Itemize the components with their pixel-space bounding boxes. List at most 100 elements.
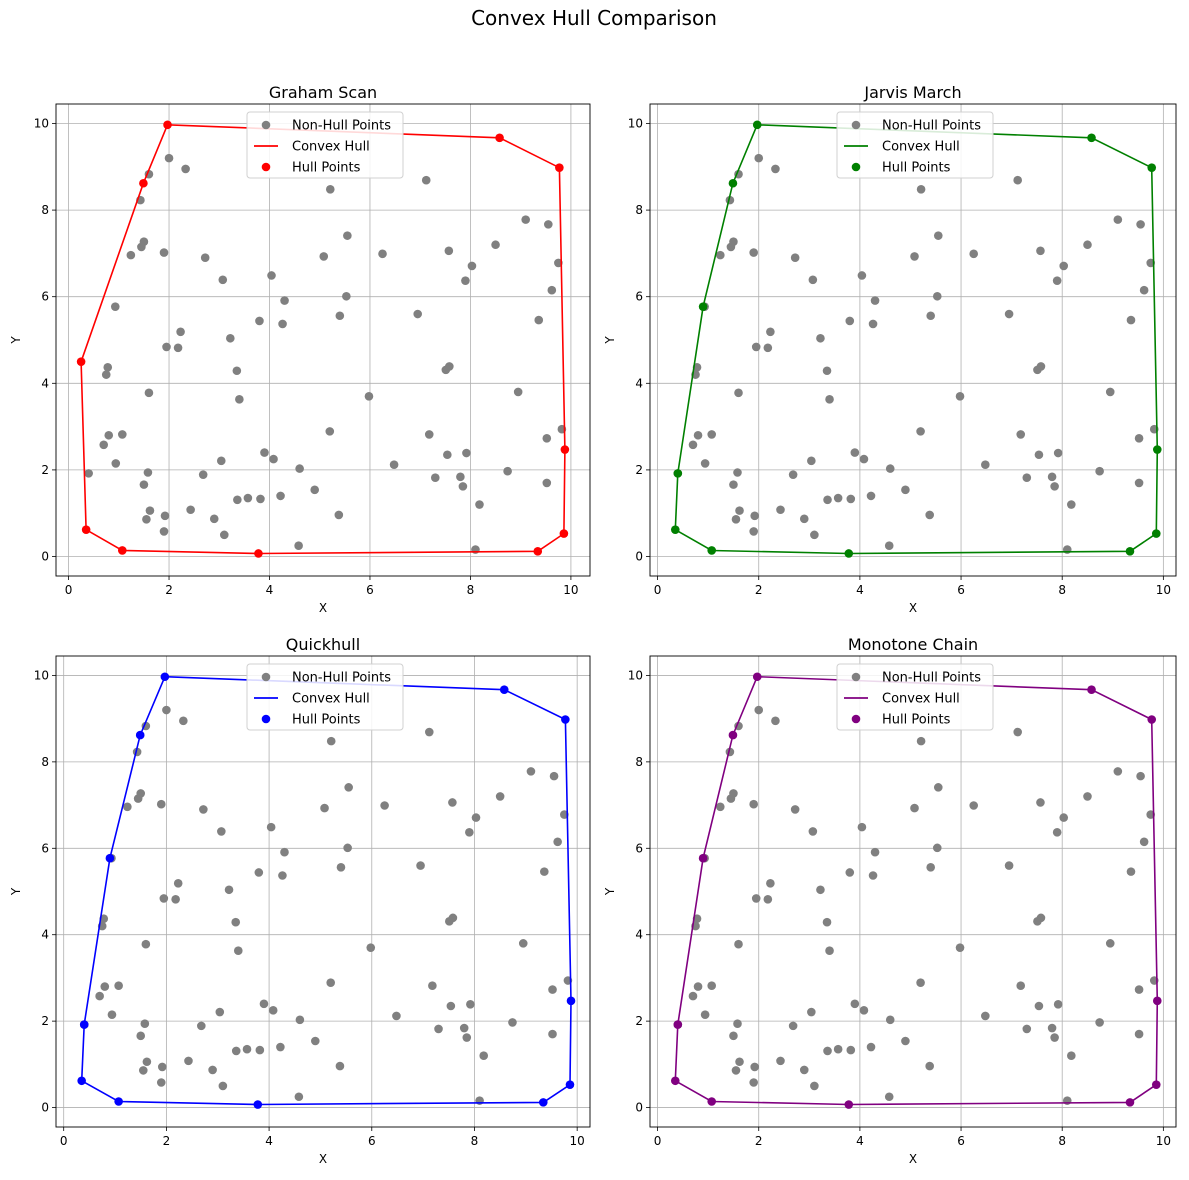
- non-hull-point: [1004, 309, 1014, 319]
- x-tick-label: 8: [471, 1134, 479, 1148]
- non-hull-point: [807, 1007, 816, 1017]
- non-hull-point: [969, 801, 978, 810]
- x-tick-label: 4: [266, 583, 274, 597]
- non-hull-point: [799, 1065, 809, 1075]
- x-axis-label: X: [319, 1152, 327, 1166]
- non-hull-point: [479, 1051, 489, 1061]
- y-tick-label: 4: [41, 928, 49, 942]
- non-hull-point: [466, 999, 475, 1009]
- non-hull-point: [733, 468, 742, 477]
- x-tick-label: 4: [856, 1134, 864, 1148]
- x-axis-label: X: [319, 601, 327, 615]
- non-hull-point: [910, 803, 919, 813]
- non-hull-point: [173, 343, 183, 353]
- non-hull-point: [833, 493, 843, 503]
- x-tick-label: 2: [165, 583, 173, 597]
- non-hull-point: [217, 827, 226, 836]
- non-hull-point: [295, 464, 304, 473]
- non-hull-point: [1052, 276, 1062, 285]
- non-hull-point: [771, 716, 780, 726]
- non-hull-point: [310, 1036, 320, 1046]
- axes-frame: [649, 103, 1177, 577]
- non-hull-point: [218, 275, 228, 285]
- hull-point: [559, 529, 569, 538]
- non-hull-point: [310, 485, 320, 495]
- non-hull-point: [700, 1010, 710, 1019]
- hull-point: [670, 525, 680, 534]
- hull-point: [105, 853, 115, 863]
- non-hull-point: [1033, 365, 1042, 375]
- non-hull-point: [688, 440, 698, 450]
- x-tick-label: 6: [957, 1134, 965, 1148]
- non-hull-point: [226, 333, 235, 343]
- hull-point: [673, 469, 683, 478]
- x-tick-label: 2: [163, 1134, 171, 1148]
- non-hull-point: [111, 459, 121, 468]
- non-hull-point: [534, 315, 544, 325]
- non-hull-point: [816, 885, 825, 895]
- non-hull-point: [807, 456, 816, 466]
- non-hull-point: [750, 511, 759, 521]
- non-hull-point: [462, 1033, 472, 1042]
- non-hull-point: [885, 464, 895, 473]
- non-hull-point: [521, 215, 530, 224]
- non-hull-point: [933, 231, 943, 240]
- subplot-4: 0 2 4 6 8 10 0 2 4 6 8 10 X Y Monotone Chain Non-Hull P…: [603, 635, 1177, 1166]
- non-hull-point: [461, 276, 470, 285]
- hull-point: [707, 1097, 717, 1106]
- non-hull-point: [389, 460, 399, 470]
- non-hull-point: [139, 237, 149, 247]
- non-hull-point: [799, 514, 809, 524]
- non-hull-point: [866, 1042, 876, 1052]
- hull-point: [254, 549, 263, 558]
- non-hull-point: [364, 391, 374, 401]
- x-tick-label: 0: [654, 583, 662, 597]
- hull-point: [1087, 133, 1096, 143]
- non-hull-point: [1016, 981, 1026, 990]
- non-hull-point: [1105, 387, 1115, 397]
- subplot-title: Jarvis March: [863, 83, 961, 102]
- non-hull-point: [503, 466, 512, 476]
- non-hull-point: [465, 828, 474, 837]
- non-hull-point: [164, 153, 174, 163]
- non-hull-point: [955, 391, 965, 401]
- non-hull-point: [208, 1065, 217, 1075]
- x-tick-label: 2: [755, 1134, 763, 1148]
- hull-point: [160, 672, 170, 682]
- convex-hull-line: [80, 675, 572, 1106]
- non-hull-point: [424, 430, 434, 439]
- non-hull-point: [343, 231, 352, 240]
- non-hull-point: [444, 246, 454, 256]
- x-tick-label: 2: [755, 583, 763, 597]
- non-hull-point: [846, 1045, 856, 1055]
- non-hull-point: [518, 939, 528, 948]
- non-hull-point: [751, 894, 761, 903]
- non-hull-point: [910, 252, 919, 261]
- non-hull-point: [1067, 1051, 1076, 1061]
- non-hull-point: [143, 468, 153, 477]
- non-hull-point: [850, 448, 860, 457]
- non-hull-point: [1033, 917, 1042, 926]
- non-hull-point: [467, 261, 477, 271]
- non-hull-point: [294, 541, 303, 550]
- non-hull-point: [110, 302, 120, 311]
- non-hull-point: [456, 472, 465, 482]
- legend-hull-marker: [851, 162, 861, 172]
- legend-label: Convex Hull: [292, 140, 370, 155]
- x-axis-label: X: [909, 601, 917, 615]
- legend-hull-marker: [261, 162, 271, 172]
- non-hull-point: [749, 248, 758, 257]
- non-hull-point: [776, 505, 785, 515]
- subplot-title: Monotone Chain: [848, 635, 978, 654]
- non-hull-point: [392, 1011, 401, 1021]
- hull-point: [566, 996, 576, 1006]
- legend-non-hull-marker: [851, 672, 861, 682]
- non-hull-point: [825, 395, 834, 404]
- non-hull-point: [495, 792, 505, 801]
- non-hull-point: [731, 514, 741, 524]
- non-hull-point: [428, 981, 437, 990]
- x-tick-label: 10: [1156, 1134, 1171, 1148]
- legend-box: [246, 663, 404, 731]
- hull-point: [561, 715, 570, 724]
- non-hull-point: [319, 252, 329, 261]
